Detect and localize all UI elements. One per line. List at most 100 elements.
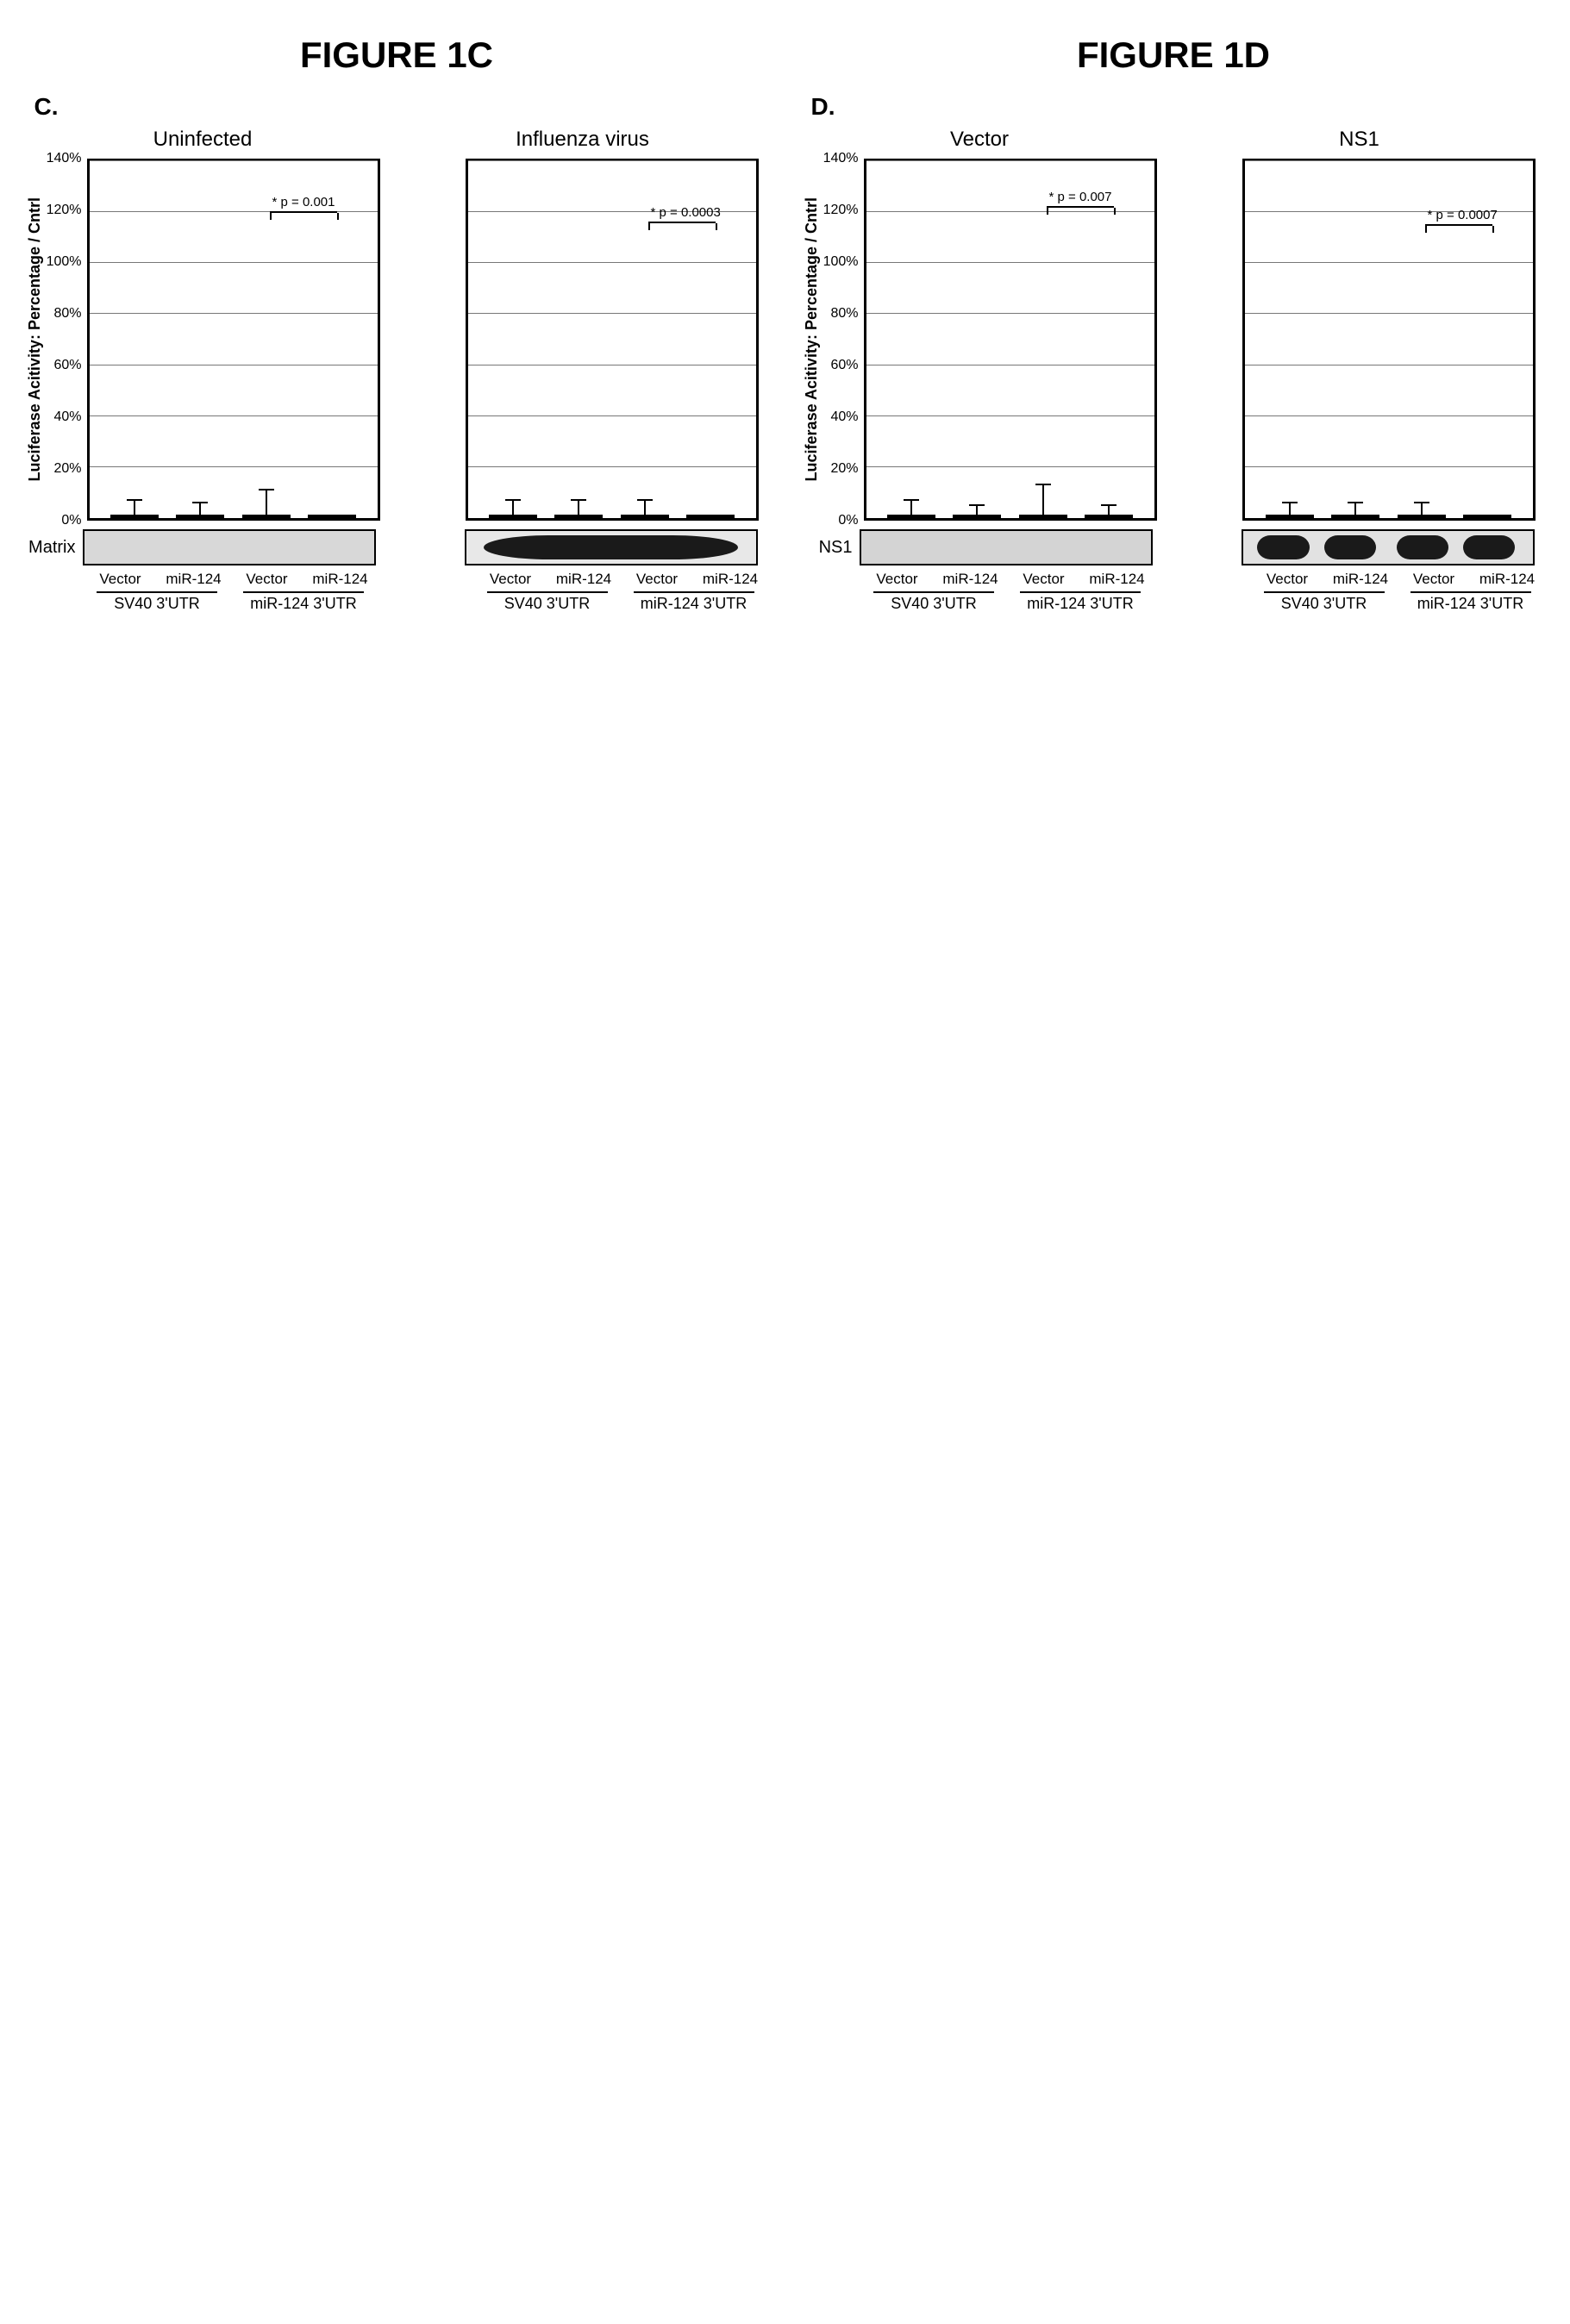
bar	[686, 515, 735, 518]
blot-band	[1324, 535, 1376, 559]
y-tick-label: 140%	[823, 151, 864, 166]
group-label: miR-124 3'UTR	[1406, 595, 1536, 613]
bar	[1019, 515, 1067, 518]
x-label: Vector	[627, 571, 687, 588]
blot-box	[465, 529, 758, 565]
bar	[953, 515, 1001, 518]
panels-row: Vector Luciferase Acitivity: Percentage /…	[803, 128, 1545, 613]
blot-label	[408, 538, 458, 558]
y-tick-label: 40%	[53, 409, 86, 425]
x-label: Vector	[1257, 571, 1317, 588]
x-label: miR-124	[1087, 571, 1148, 588]
western-blot-row: Matrix	[26, 529, 380, 565]
group-lines	[860, 588, 1154, 593]
group-labels: SV40 3'UTRmiR-124 3'UTR	[860, 595, 1154, 613]
blot-box	[1242, 529, 1535, 565]
chart-wrap: * p = 0.0007	[1184, 159, 1536, 521]
x-label: Vector	[237, 571, 297, 588]
x-labels: VectormiR-124VectormiR-124	[860, 571, 1154, 588]
bar-chart: * p = 0.001	[87, 159, 380, 521]
group-label: SV40 3'UTR	[869, 595, 998, 613]
bar	[554, 515, 603, 518]
bar	[1463, 515, 1511, 518]
panel-title: NS1	[1339, 128, 1379, 152]
y-tick-label: 20%	[53, 461, 86, 477]
group-label: SV40 3'UTR	[92, 595, 222, 613]
y-tick-label: 80%	[53, 306, 86, 322]
y-tick-label: 60%	[830, 358, 863, 373]
blot-box	[860, 529, 1153, 565]
group-labels: SV40 3'UTR miR-124 3'UTR	[474, 595, 767, 613]
x-label: miR-124	[554, 571, 614, 588]
significance-label: * p = 0.007	[1049, 190, 1112, 204]
bar	[308, 515, 356, 518]
y-tick-label: 0%	[61, 513, 86, 528]
x-label: miR-124	[310, 571, 371, 588]
western-blot-row	[1185, 529, 1555, 565]
blot-band	[1463, 535, 1515, 559]
bar	[1266, 515, 1314, 518]
chart-panel: Vector Luciferase Acitivity: Percentage /…	[803, 128, 1157, 613]
group-label: SV40 3'UTR	[1260, 595, 1389, 613]
significance-label: * p = 0.0003	[651, 205, 721, 220]
chart-wrap: * p = 0.0003	[407, 159, 759, 521]
x-label: miR-124	[700, 571, 760, 588]
group-label: SV40 3'UTR	[483, 595, 612, 613]
blot-label: NS1	[803, 538, 853, 558]
bar-chart: * p = 0.0007	[1242, 159, 1536, 521]
y-tick-label: 120%	[823, 203, 864, 218]
x-labels: VectormiR-124VectormiR-124	[474, 571, 767, 588]
x-label: Vector	[867, 571, 928, 588]
y-ticks	[1204, 159, 1242, 521]
panel-title: Uninfected	[153, 128, 253, 152]
x-label: miR-124	[1477, 571, 1537, 588]
y-ticks: 0%20%40%60%80%100%120%140%	[49, 159, 87, 521]
western-blot-row: NS1	[803, 529, 1157, 565]
bar-chart: * p = 0.007	[864, 159, 1157, 521]
x-label: miR-124	[164, 571, 224, 588]
figure-title: FIGURE 1D	[1077, 34, 1270, 76]
y-tick-label: 60%	[53, 358, 86, 373]
x-label: Vector	[91, 571, 151, 588]
panels-row: Uninfected Luciferase Acitivity: Percenta…	[26, 128, 768, 613]
y-ticks: 0%20%40%60%80%100%120%140%	[826, 159, 864, 521]
group-lines	[84, 588, 377, 593]
y-tick-label: 20%	[830, 461, 863, 477]
chart-panel: NS1* p = 0.0007 VectormiR-124VectormiR-1…	[1174, 128, 1545, 613]
y-axis-label: Luciferase Acitivity: Percentage / Cntrl	[803, 197, 821, 481]
x-label: miR-124	[1330, 571, 1391, 588]
group-labels: SV40 3'UTR miR-124 3'UTR	[84, 595, 377, 613]
y-tick-label: 120%	[47, 203, 87, 218]
significance-label: * p = 0.001	[272, 195, 335, 209]
western-blot-row	[408, 529, 779, 565]
blot-box	[83, 529, 376, 565]
bar-chart: * p = 0.0003	[466, 159, 759, 521]
y-tick-label: 140%	[47, 151, 87, 166]
y-tick-label: 80%	[830, 306, 863, 322]
bar	[110, 515, 159, 518]
blot-label: Matrix	[26, 538, 76, 558]
bar	[1398, 515, 1446, 518]
bar	[887, 515, 935, 518]
y-tick-label: 100%	[823, 254, 864, 270]
group-lines	[1251, 588, 1544, 593]
y-tick-label: 0%	[838, 513, 863, 528]
bar	[176, 515, 224, 518]
group-label: miR-124 3'UTR	[239, 595, 368, 613]
chart-panel: Uninfected Luciferase Acitivity: Percenta…	[26, 128, 380, 613]
bar	[242, 515, 291, 518]
bar	[489, 515, 537, 518]
blot-label	[1185, 538, 1235, 558]
chart-wrap: Luciferase Acitivity: Percentage / Cntrl…	[26, 159, 380, 521]
x-labels: VectormiR-124VectormiR-124	[1251, 571, 1544, 588]
significance-label: * p = 0.0007	[1428, 208, 1498, 222]
figure-title: FIGURE 1C	[300, 34, 493, 76]
y-axis-label: Luciferase Acitivity: Percentage / Cntrl	[26, 197, 44, 481]
group-label: miR-124 3'UTR	[629, 595, 759, 613]
y-tick-label: 100%	[47, 254, 87, 270]
x-labels: Vector miR-124 Vector miR-124	[84, 571, 377, 588]
panel-title: Influenza virus	[516, 128, 649, 152]
blot-band	[1397, 535, 1448, 559]
bar	[1331, 515, 1379, 518]
figure-block: FIGURE 1DD.VectorLuciferase Acitivity: P…	[803, 34, 1545, 613]
